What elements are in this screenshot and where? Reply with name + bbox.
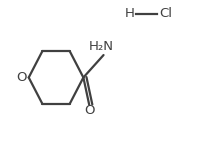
Text: Cl: Cl bbox=[160, 7, 172, 20]
Text: O: O bbox=[84, 104, 94, 117]
Text: O: O bbox=[16, 71, 27, 84]
Text: H₂N: H₂N bbox=[89, 40, 114, 53]
Text: H: H bbox=[124, 7, 134, 20]
